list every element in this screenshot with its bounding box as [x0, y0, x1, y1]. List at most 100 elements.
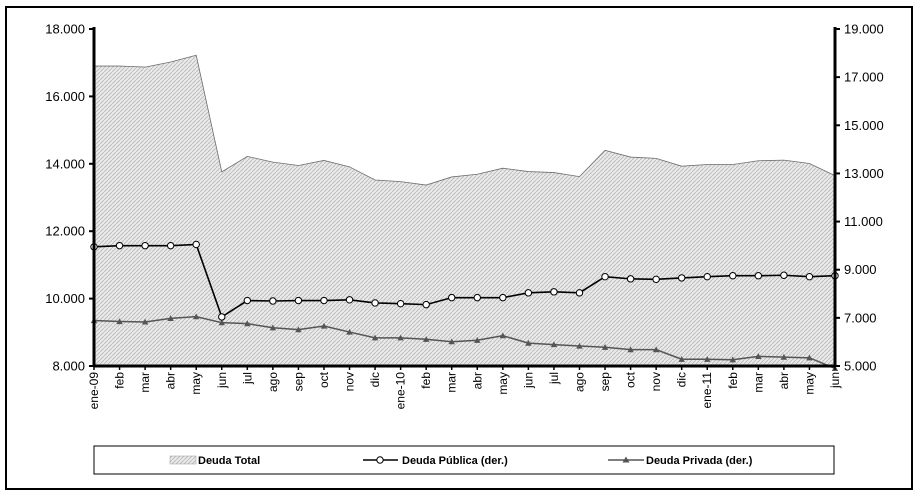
deuda-publica-point [218, 313, 226, 321]
x-tick-label: mar [138, 372, 152, 393]
deuda-publica-point [448, 293, 456, 302]
x-tick-label: abr [470, 372, 484, 389]
x-tick-label: ago [266, 372, 280, 392]
x-tick-label: may [496, 372, 510, 395]
x-tick-label: abr [164, 372, 178, 389]
deuda-privada-point [627, 346, 634, 353]
x-tick-label: jun [828, 372, 842, 389]
deuda-publica-point [115, 241, 124, 250]
deuda-publica-point [294, 296, 303, 305]
deuda-publica-point [499, 293, 507, 302]
x-tick-label: oct [624, 371, 638, 388]
deuda-publica-point [371, 299, 379, 307]
deuda-publica-point [345, 296, 354, 304]
deuda-publica-point [524, 289, 533, 297]
left-tick-label: 14.000 [45, 156, 85, 171]
x-tick-label: jul [240, 372, 254, 385]
deuda-total-area-layer [94, 54, 836, 366]
right-tick-label: 7.000 [844, 310, 877, 325]
tick-labels-layer: 8.000 10.000 12.000 14.000 16.000 18.000 5.000… [45, 22, 884, 410]
deuda-publica-point [141, 241, 149, 250]
deuda-privada-point [550, 341, 558, 348]
x-tick-label: ene-11 [700, 372, 714, 409]
x-tick-label: may [802, 372, 816, 395]
deuda-publica-point [652, 275, 660, 284]
x-tick-label: dic [675, 372, 689, 387]
x-tick-label: nov [649, 372, 663, 391]
deuda-publica-point [550, 288, 558, 296]
legend-box [93, 445, 835, 475]
right-tick-label: 11.000 [844, 214, 883, 229]
x-tick-label: ago [572, 372, 586, 392]
deuda-privada-point [371, 334, 379, 341]
x-tick-label: feb [113, 372, 127, 389]
deuda-privada-point [806, 354, 813, 361]
deuda-privada-point [141, 318, 149, 325]
right-tick-label: 5.000 [844, 359, 877, 374]
deuda-privada-point [601, 344, 609, 350]
deuda-privada-point [525, 339, 532, 346]
deuda-privada-point [193, 313, 200, 320]
legend-label-deuda-publica: Deuda Pública (der.) [402, 455, 508, 467]
deuda-publica-point [192, 240, 200, 249]
deuda-privada-point [755, 353, 762, 359]
deuda-privada-point [729, 356, 736, 363]
deuda-publica-point [473, 293, 481, 302]
deuda-publica-point [320, 296, 328, 305]
deuda-privada-line [93, 315, 836, 370]
x-tick-label: oct [317, 371, 331, 388]
deuda-privada-point [167, 315, 174, 321]
deuda-publica-point [575, 289, 584, 297]
deuda-total-outline [94, 54, 836, 186]
deuda-publica-point [703, 272, 711, 281]
x-tick-label: dic [368, 372, 382, 387]
deuda-privada-point [422, 336, 430, 342]
x-tick-label: jun [521, 372, 535, 389]
left-tick-label: 8.000 [52, 359, 85, 374]
x-tick-label: mar [445, 372, 459, 393]
x-tick-label: jun [215, 372, 229, 389]
right-tick-label: 17.000 [844, 70, 884, 85]
deuda-publica-point [754, 272, 763, 280]
deuda-privada-point [499, 332, 507, 339]
deuda-privada-point [448, 338, 455, 345]
x-tick-label: feb [726, 372, 740, 389]
x-tick-label: ene-10 [394, 372, 408, 410]
x-tick-label: feb [419, 372, 433, 389]
right-tick-label: 9.000 [844, 262, 877, 277]
left-tick-label: 16.000 [45, 89, 85, 104]
deuda-privada-point [397, 334, 404, 341]
legend-swatch-deuda-total [169, 455, 197, 465]
deuda-publica-point [780, 271, 788, 279]
deuda-privada-point [116, 318, 123, 325]
deuda-privada-point [678, 356, 685, 362]
legend-marker-deuda-privada [622, 456, 630, 463]
right-tick-label: 15.000 [844, 118, 884, 133]
legend: Deuda Total Deuda Pública (der.) Deuda P… [93, 445, 835, 475]
deuda-publica-point [396, 299, 405, 308]
deuda-privada-point [652, 346, 660, 353]
deuda-privada-point [576, 342, 583, 349]
deuda-publica-point [422, 300, 430, 309]
x-tick-label: ene-09 [87, 372, 101, 410]
axes-layer [89, 27, 840, 370]
deuda-publica-point [243, 296, 252, 305]
deuda-privada-point [244, 320, 251, 327]
x-tick-label: mar [751, 372, 765, 393]
x-tick-label: may [189, 372, 203, 395]
x-tick-label: abr [777, 372, 791, 389]
right-tick-label: 19.000 [844, 22, 884, 37]
left-tick-label: 10.000 [45, 291, 85, 306]
legend-marker-deuda-publica [376, 456, 384, 464]
deuda-publica-point [729, 272, 737, 280]
deuda-privada-point [295, 326, 302, 333]
deuda-publica-point [601, 272, 609, 281]
deuda-privada-point [218, 319, 225, 326]
deuda-publica-point [269, 297, 277, 305]
deuda-publica-line [93, 243, 836, 319]
x-tick-label: sep [598, 372, 612, 392]
legend-label-deuda-total: Deuda Total [198, 455, 260, 467]
deuda-publica-point [166, 241, 175, 250]
deuda-privada-point [704, 356, 711, 362]
